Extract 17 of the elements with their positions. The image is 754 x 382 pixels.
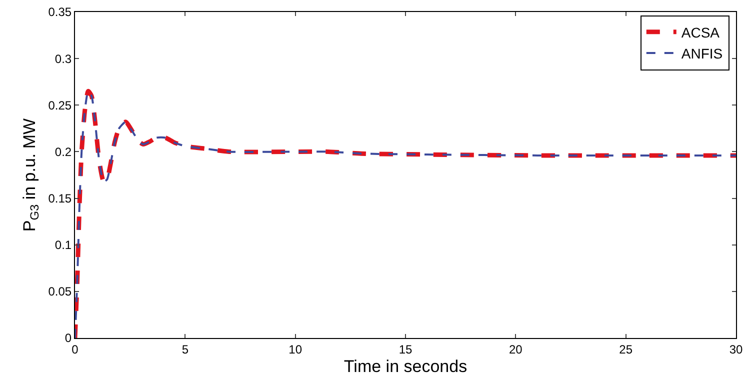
legend-label: ANFIS xyxy=(681,46,723,62)
y-tick-label: 0.35 xyxy=(48,5,72,20)
x-tick-label: 20 xyxy=(508,342,523,356)
x-tick-label: 5 xyxy=(182,342,189,356)
legend-label: ACSA xyxy=(681,24,720,40)
x-tick-label: 30 xyxy=(729,342,743,356)
y-tick-label: 0.05 xyxy=(48,284,72,299)
x-tick-label: 25 xyxy=(619,342,633,356)
x-tick-label: 10 xyxy=(288,342,302,356)
x-tick-label: 15 xyxy=(398,342,412,356)
y-tick-label: 0.2 xyxy=(54,144,72,159)
y-tick-label: 0.15 xyxy=(48,191,72,206)
y-tick-label: 0.1 xyxy=(54,238,72,252)
y-tick-label: 0.3 xyxy=(54,52,72,66)
x-axis-title: Time in seconds xyxy=(344,356,468,376)
y-tick-label: 0 xyxy=(64,331,72,346)
y-tick-label: 0.25 xyxy=(48,98,72,112)
